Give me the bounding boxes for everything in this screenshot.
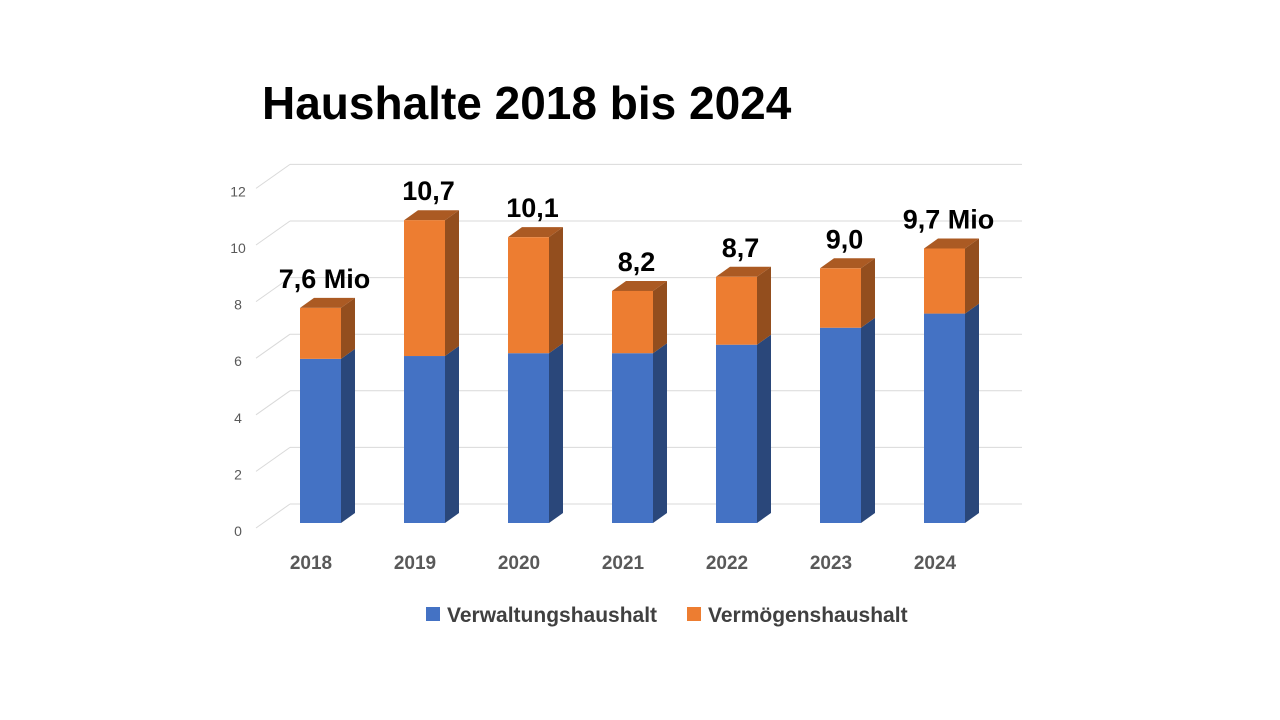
legend-label-verwaltungshaushalt: Verwaltungshaushalt — [447, 604, 657, 627]
bar-side — [445, 210, 459, 357]
bar-front — [820, 327, 861, 523]
bar-side — [757, 266, 771, 345]
bar-side — [341, 348, 355, 523]
bar-front — [612, 290, 653, 354]
bar-front — [300, 307, 341, 359]
bar-side — [861, 258, 875, 328]
bars — [300, 210, 979, 523]
bar-segment — [820, 317, 875, 523]
gridline-side — [255, 163, 291, 189]
y-tick-label: 12 — [230, 183, 246, 199]
bar-top — [820, 258, 875, 269]
bar-side — [965, 303, 979, 523]
y-axis: 0 2 4 6 8 10 12 — [230, 183, 246, 539]
data-label: 9,7 Mio — [903, 204, 995, 234]
bar-side — [653, 280, 667, 354]
bar-front — [404, 356, 445, 523]
x-tick-label: 2023 — [810, 553, 852, 574]
bar-segment — [924, 303, 979, 523]
bar-segment — [404, 346, 459, 523]
bar-segment — [612, 343, 667, 523]
bar-side — [757, 334, 771, 523]
bar-side — [341, 297, 355, 359]
y-tick-label: 0 — [234, 523, 242, 539]
bar-top — [404, 210, 459, 221]
x-tick-label: 2024 — [914, 553, 957, 574]
bar-top — [716, 266, 771, 277]
bar-segment — [300, 348, 355, 523]
data-label: 9,0 — [826, 224, 864, 254]
x-tick-label: 2018 — [290, 553, 332, 574]
bar-segment — [820, 258, 875, 328]
gridline-side — [255, 333, 291, 359]
bar-front — [508, 353, 549, 523]
bar-front — [508, 237, 549, 354]
bar-front — [820, 268, 861, 328]
y-tick-label: 4 — [234, 410, 242, 426]
chart-title: Haushalte 2018 bis 2024 — [262, 77, 792, 129]
bar-front — [716, 344, 757, 523]
bar-side — [861, 317, 875, 523]
data-labels: 7,6 Mio 10,7 10,1 8,2 8,7 9,0 9,7 Mio — [279, 176, 995, 294]
bar-top — [612, 280, 667, 291]
data-label: 8,7 — [722, 233, 760, 263]
bar-side — [549, 343, 563, 523]
bar-front — [612, 353, 653, 523]
x-tick-label: 2020 — [498, 553, 540, 574]
bar-side — [653, 343, 667, 523]
y-tick-label: 6 — [234, 353, 242, 369]
bar-front — [300, 358, 341, 523]
legend-label-vermoegenshaushalt: Vermögenshaushalt — [708, 604, 908, 627]
bar-segment — [508, 227, 563, 354]
data-label: 8,2 — [618, 247, 656, 277]
bar-front — [924, 248, 965, 314]
legend-swatch-verwaltungshaushalt — [426, 607, 440, 621]
bar-segment — [404, 210, 459, 357]
bar-top — [508, 227, 563, 238]
gridline-side — [255, 220, 291, 246]
bar-segment — [924, 238, 979, 314]
bar-segment — [300, 297, 355, 359]
gridline-side — [255, 446, 291, 472]
x-tick-label: 2021 — [602, 553, 645, 574]
bar-top — [300, 297, 355, 308]
bar-front — [404, 220, 445, 357]
legend-swatch-vermoegenshaushalt — [687, 607, 701, 621]
bar-front — [716, 276, 757, 345]
bar-front — [924, 313, 965, 523]
data-label: 7,6 Mio — [279, 264, 371, 294]
y-tick-label: 8 — [234, 297, 242, 313]
gridline-side — [255, 390, 291, 416]
bar-side — [549, 227, 563, 354]
x-axis: 2018 2019 2020 2021 2022 2023 2024 — [290, 553, 957, 574]
data-label: 10,7 — [402, 176, 455, 206]
bar-segment — [716, 266, 771, 345]
gridline-side — [255, 503, 291, 529]
bar-side — [445, 346, 459, 523]
bar-top — [924, 238, 979, 249]
bar-segment — [612, 280, 667, 354]
x-tick-label: 2019 — [394, 553, 436, 574]
bar-side — [965, 238, 979, 314]
gridline-side — [255, 277, 291, 303]
x-tick-label: 2022 — [706, 553, 748, 574]
y-tick-label: 10 — [230, 240, 246, 256]
y-tick-label: 2 — [234, 466, 242, 482]
bar-segment — [716, 334, 771, 523]
legend: Verwaltungshaushalt Vermögenshaushalt — [426, 604, 908, 627]
bar-segment — [508, 343, 563, 523]
data-label: 10,1 — [506, 193, 559, 223]
